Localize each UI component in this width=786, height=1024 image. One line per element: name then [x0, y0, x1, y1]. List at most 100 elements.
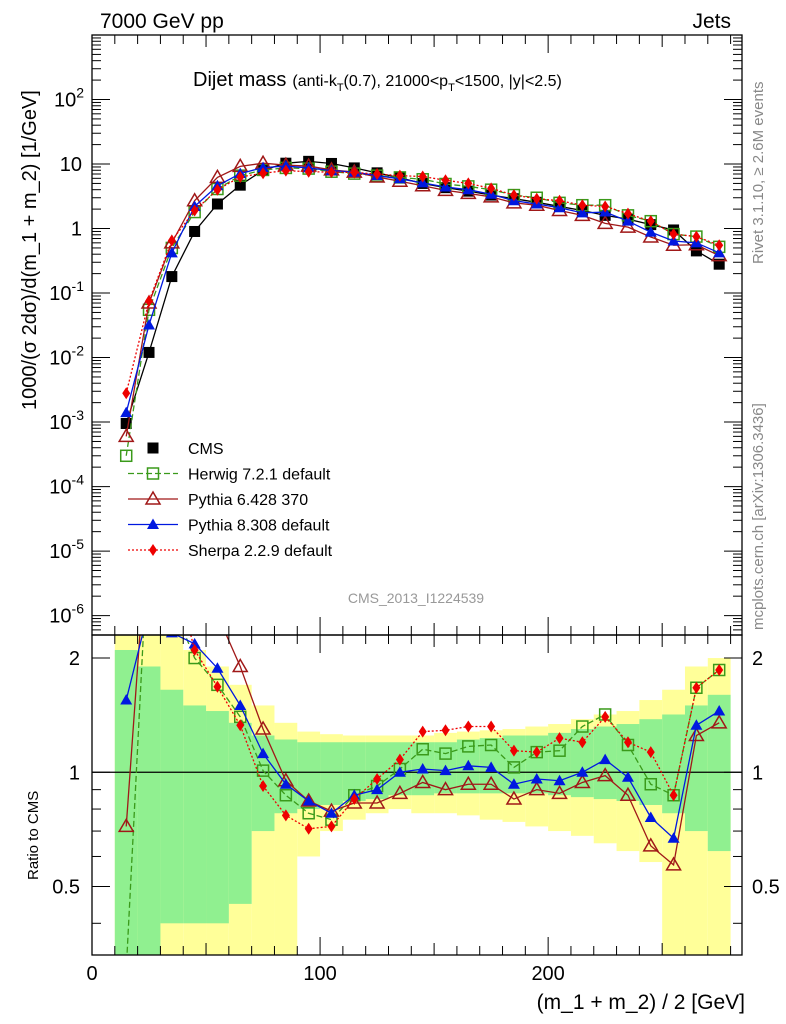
sherpa-2-2-9-default-point	[509, 744, 518, 757]
sherpa-2-2-9-default-point	[281, 809, 290, 822]
sherpa-2-2-9-default-point	[487, 720, 496, 733]
pythia-8-308-default-point	[416, 763, 429, 774]
legend: CMS Herwig 7.2.1 default Pythia 6.428 370 P…	[128, 441, 333, 560]
sherpa-2-2-9-default-point	[487, 182, 496, 195]
cms-point	[690, 245, 702, 257]
herwig-7-2-1-default-point	[279, 788, 293, 802]
cms-point	[166, 271, 178, 283]
pythia-8-308-default-point	[120, 406, 133, 418]
sherpa-2-2-9-default-point	[395, 169, 404, 182]
stat-band-bin	[228, 722, 252, 904]
ratio-ytick-label-right: 1	[752, 762, 763, 784]
herwig-7-2-1-default-point	[507, 761, 521, 774]
pythia-8-308-default-point	[188, 637, 201, 649]
pythia-6-428-370-point	[619, 218, 637, 233]
cms-point	[303, 155, 315, 167]
xtick-label: 100	[303, 963, 336, 985]
stat-band-bin	[502, 735, 526, 794]
main-ytick-label: 10-2	[49, 343, 84, 370]
sherpa-2-2-9-default-point	[145, 295, 154, 308]
sherpa-2-2-9-default-point	[168, 555, 176, 567]
pythia-6-428-370-point	[254, 720, 272, 735]
pythia-8-308-default-point	[713, 705, 726, 716]
pythia-6-428-370-point	[117, 817, 135, 833]
pythia-8-308-default-point	[143, 603, 155, 614]
sherpa-2-2-9-default-point	[236, 170, 245, 183]
pythia-6-428-370-point	[665, 856, 682, 871]
pythia-8-308-default-point	[439, 181, 452, 192]
sherpa-2-2-9-default-point	[532, 192, 541, 205]
herwig-7-2-1-default-point	[576, 720, 589, 733]
sherpa-2-2-9-default-point	[259, 167, 268, 180]
pythia-8-308-default-point	[485, 761, 498, 772]
pythia-6-428-370-point	[574, 773, 591, 789]
sherpa-2-2-9-default-point	[669, 228, 678, 241]
sherpa-2-2-9-default-point	[441, 174, 450, 187]
legend-label-pythia-8-308-default: Pythia 8.308 default	[188, 518, 330, 535]
main-series-layer	[117, 154, 728, 463]
pythia-8-308-default-point	[690, 719, 703, 730]
sherpa-2-2-9-default-point	[213, 183, 222, 196]
energy-label: 7000 GeV pp	[100, 10, 224, 33]
sherpa-2-2-9-default-point	[464, 177, 473, 190]
cms-point	[120, 417, 132, 429]
sherpa-2-2-9-default-point	[418, 725, 427, 738]
pythia-6-428-370-point	[551, 784, 568, 800]
stat-band-bin	[342, 742, 366, 802]
plot-title-detail3: <1500, |y|<2.5)	[455, 73, 562, 90]
process-label: Jets	[692, 10, 731, 33]
legend-marker-sherpa-2-2-9-default	[149, 544, 157, 556]
pythia-8-308-default-point	[599, 753, 612, 765]
sherpa-2-2-9-default-point	[190, 643, 199, 656]
pythia-8-308-default-point	[302, 795, 315, 806]
pythia-6-428-370-point	[596, 767, 614, 782]
pythia-6-428-370-point	[142, 500, 156, 512]
pythia-8-308-default-point	[257, 747, 270, 759]
analysis-watermark: CMS_2013_I1224539	[348, 590, 484, 606]
sherpa-2-2-9-default-point	[167, 234, 176, 247]
plot-title: Dijet mass (anti-kT(0.7), 21000<pT<1500, …	[193, 69, 562, 94]
ratio-ytick-label-right: 2	[752, 648, 763, 670]
sherpa-2-2-9-default-line	[190, 635, 720, 830]
ratio-frame	[91, 634, 743, 956]
pythia-6-428-370-point	[414, 773, 432, 789]
rivet-label: Rivet 3.1.10, ≥ 2.6M events	[750, 82, 767, 265]
pythia-6-428-370-point	[231, 658, 249, 673]
sherpa-2-2-9-default-point	[441, 724, 450, 737]
sherpa-2-2-9-default-point	[373, 773, 382, 786]
sherpa-2-2-9-default-point	[350, 166, 359, 179]
sherpa-2-2-9-default-point	[418, 170, 427, 183]
stat-band-bin	[183, 705, 207, 924]
sherpa-2-2-9-default-point	[304, 822, 313, 835]
ratio-ytick-label: 2	[69, 648, 80, 670]
pythia-8-308-default-point	[234, 699, 247, 710]
stat-band-bin	[707, 694, 731, 852]
herwig-7-2-1-default-point	[553, 744, 566, 757]
stat-band-bin	[525, 735, 549, 794]
pythia-6-428-370-point	[140, 294, 158, 309]
pythia-8-308-default-point	[165, 635, 178, 638]
sherpa-2-2-9-default-point	[555, 194, 564, 207]
sherpa-2-2-9-default-point	[304, 165, 313, 178]
stat-band-bin	[662, 714, 685, 814]
herwig-7-2-1-default-point	[439, 747, 452, 760]
sherpa-2-2-9-default-point	[122, 387, 131, 400]
plot-title-sub1: T	[337, 82, 344, 94]
pythia-8-308-default-point	[120, 694, 133, 705]
stat-band-bin	[320, 742, 343, 805]
sherpa-2-2-9-default-point	[715, 239, 724, 252]
sherpa-2-2-9-default-point	[715, 663, 724, 676]
sherpa-2-2-9-default-point	[578, 736, 587, 749]
pythia-8-308-default-point	[143, 318, 156, 330]
pythia-8-308-default-point	[553, 774, 566, 786]
pythia-8-308-default-point	[325, 807, 338, 818]
pythia-6-428-370-point	[505, 790, 523, 805]
pythia-6-428-370-line	[125, 635, 720, 867]
legend-label-sherpa-2-2-9-default: Sherpa 2.2.9 default	[188, 543, 333, 560]
main-ytick-label: 10-3	[49, 407, 84, 434]
sherpa-2-2-9-default-point	[395, 753, 404, 766]
sherpa-2-2-9-default-point	[646, 215, 655, 228]
stat-band-bin	[639, 719, 663, 805]
pythia-8-308-default-point	[530, 773, 543, 784]
